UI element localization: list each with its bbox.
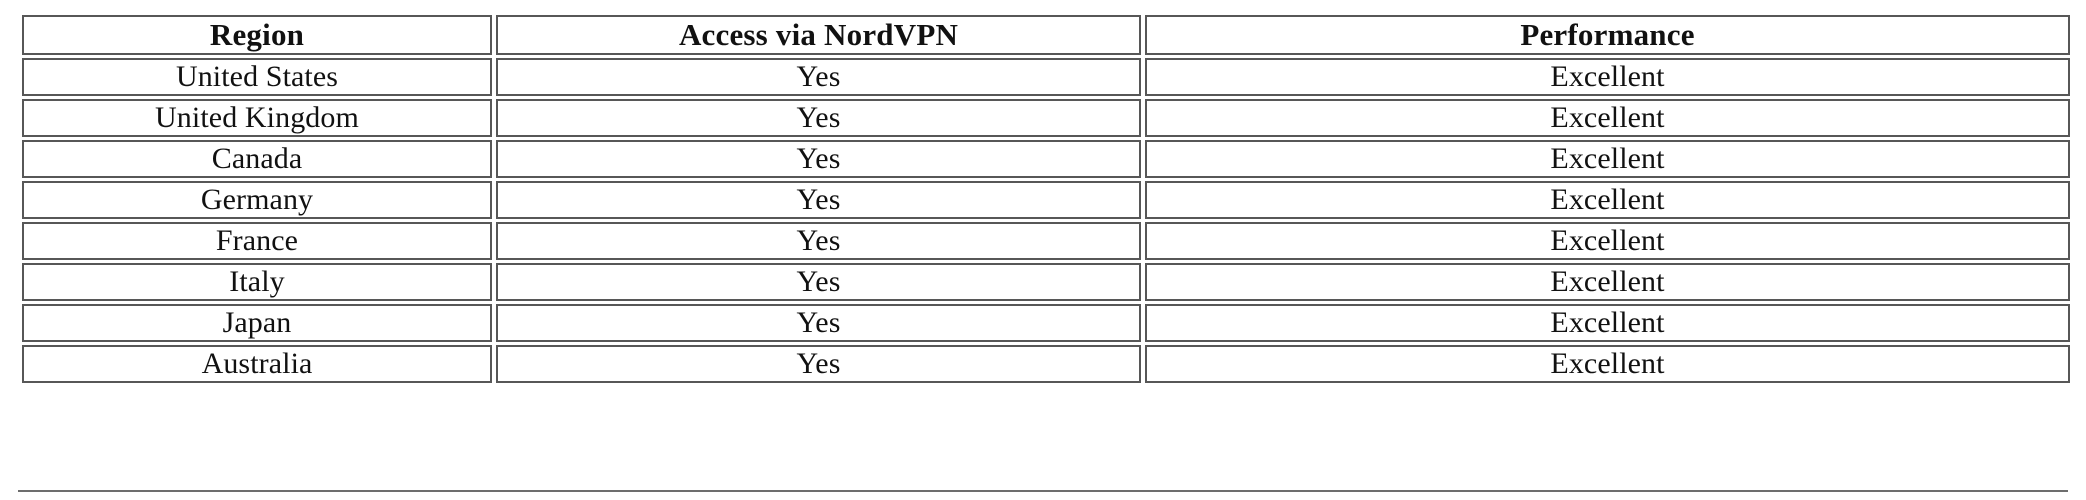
cell-region: Germany	[22, 181, 492, 219]
cell-performance: Excellent	[1145, 99, 2070, 137]
cell-region: Canada	[22, 140, 492, 178]
cell-access: Yes	[496, 345, 1141, 383]
cell-access: Yes	[496, 263, 1141, 301]
cell-performance: Excellent	[1145, 181, 2070, 219]
cell-access: Yes	[496, 140, 1141, 178]
table-row: Italy Yes Excellent	[22, 263, 2070, 301]
table-row: Australia Yes Excellent	[22, 345, 2070, 383]
cell-access: Yes	[496, 99, 1141, 137]
cell-performance: Excellent	[1145, 140, 2070, 178]
cell-access: Yes	[496, 181, 1141, 219]
column-header-region[interactable]: Region	[22, 15, 492, 55]
table-row: Canada Yes Excellent	[22, 140, 2070, 178]
cell-region: United States	[22, 58, 492, 96]
cell-performance: Excellent	[1145, 263, 2070, 301]
table-row: France Yes Excellent	[22, 222, 2070, 260]
cell-region: France	[22, 222, 492, 260]
cell-access: Yes	[496, 58, 1141, 96]
table-header-row: Region Access via NordVPN Performance	[22, 15, 2070, 55]
cell-performance: Excellent	[1145, 58, 2070, 96]
region-access-table: Region Access via NordVPN Performance Un…	[18, 12, 2074, 386]
table-body: United States Yes Excellent United Kingd…	[22, 58, 2070, 383]
table-bottom-rule	[18, 490, 2068, 492]
table-row: Japan Yes Excellent	[22, 304, 2070, 342]
cell-performance: Excellent	[1145, 222, 2070, 260]
table-header: Region Access via NordVPN Performance	[22, 15, 2070, 55]
cell-region: Italy	[22, 263, 492, 301]
cell-region: United Kingdom	[22, 99, 492, 137]
column-header-access-via-nordvpn[interactable]: Access via NordVPN	[496, 15, 1141, 55]
table-row: United States Yes Excellent	[22, 58, 2070, 96]
cell-access: Yes	[496, 304, 1141, 342]
cell-region: Australia	[22, 345, 492, 383]
column-header-performance[interactable]: Performance	[1145, 15, 2070, 55]
cell-access: Yes	[496, 222, 1141, 260]
cell-region: Japan	[22, 304, 492, 342]
table-row: United Kingdom Yes Excellent	[22, 99, 2070, 137]
cell-performance: Excellent	[1145, 304, 2070, 342]
cell-performance: Excellent	[1145, 345, 2070, 383]
table-row: Germany Yes Excellent	[22, 181, 2070, 219]
